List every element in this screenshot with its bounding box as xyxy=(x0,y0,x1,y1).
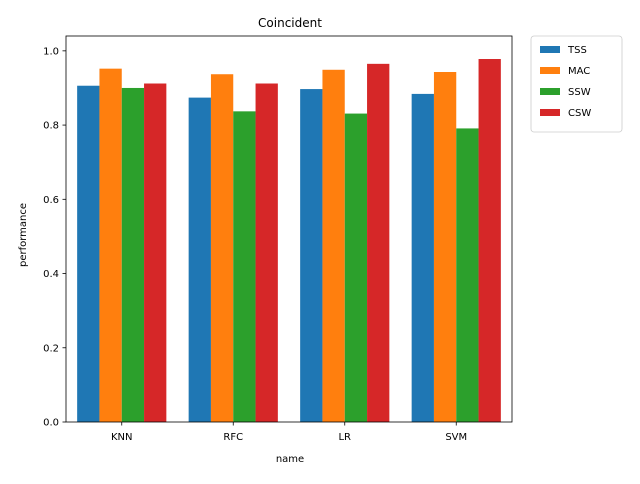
x-tick-label-rfc: RFC xyxy=(223,432,243,443)
x-tick-label-knn: KNN xyxy=(111,432,133,443)
legend-swatch-ssw xyxy=(540,88,560,95)
bar-csw-rfc xyxy=(255,83,278,422)
legend: TSS MAC SSW CSW xyxy=(530,35,623,133)
bar-mac-svm xyxy=(433,72,457,422)
bar-mac-lr xyxy=(322,69,345,422)
y-tick-label: 1.0 xyxy=(43,46,59,57)
legend-box xyxy=(530,35,623,133)
y-tick-label: 0.8 xyxy=(43,121,59,132)
bars-layer xyxy=(77,59,501,423)
y-tick-label: 0.4 xyxy=(43,269,59,280)
y-tick-label: 0.6 xyxy=(43,195,59,206)
y-axis-label: performance xyxy=(18,203,29,267)
bar-mac-rfc xyxy=(210,74,234,422)
legend-label-tss: TSS xyxy=(567,45,587,56)
legend-label-ssw: SSW xyxy=(568,87,591,98)
axes-layer xyxy=(65,35,513,423)
bar-ssw-svm xyxy=(456,128,479,423)
y-tick-label: 0.2 xyxy=(43,343,59,354)
x-tick-label-lr: LR xyxy=(338,432,351,443)
y-tick-label: 0.0 xyxy=(43,418,59,429)
bar-ssw-rfc xyxy=(233,111,256,422)
legend-label-mac: MAC xyxy=(568,66,590,77)
bar-ssw-knn xyxy=(121,87,145,423)
legend-swatch-tss xyxy=(540,46,560,53)
bar-csw-lr xyxy=(367,63,390,423)
x-axis-label: name xyxy=(276,454,304,465)
bar-csw-knn xyxy=(144,83,167,422)
legend-swatch-mac xyxy=(540,67,560,74)
bar-tss-knn xyxy=(77,85,100,422)
chart-title: Coincident xyxy=(258,16,322,30)
bar-ssw-lr xyxy=(344,113,368,422)
bar-tss-lr xyxy=(300,89,323,422)
x-tick-label-svm: SVM xyxy=(445,432,467,443)
ticks-layer: 0.0 0.2 0.4 0.6 0.8 1.0 KNN RFC LR SVM xyxy=(43,46,467,443)
bar-tss-rfc xyxy=(188,97,211,423)
bar-mac-knn xyxy=(99,68,122,422)
bar-tss-svm xyxy=(411,93,434,423)
legend-label-csw: CSW xyxy=(568,108,591,119)
bar-csw-svm xyxy=(478,59,501,422)
legend-swatch-csw xyxy=(540,109,560,116)
plot-frame xyxy=(65,35,513,423)
